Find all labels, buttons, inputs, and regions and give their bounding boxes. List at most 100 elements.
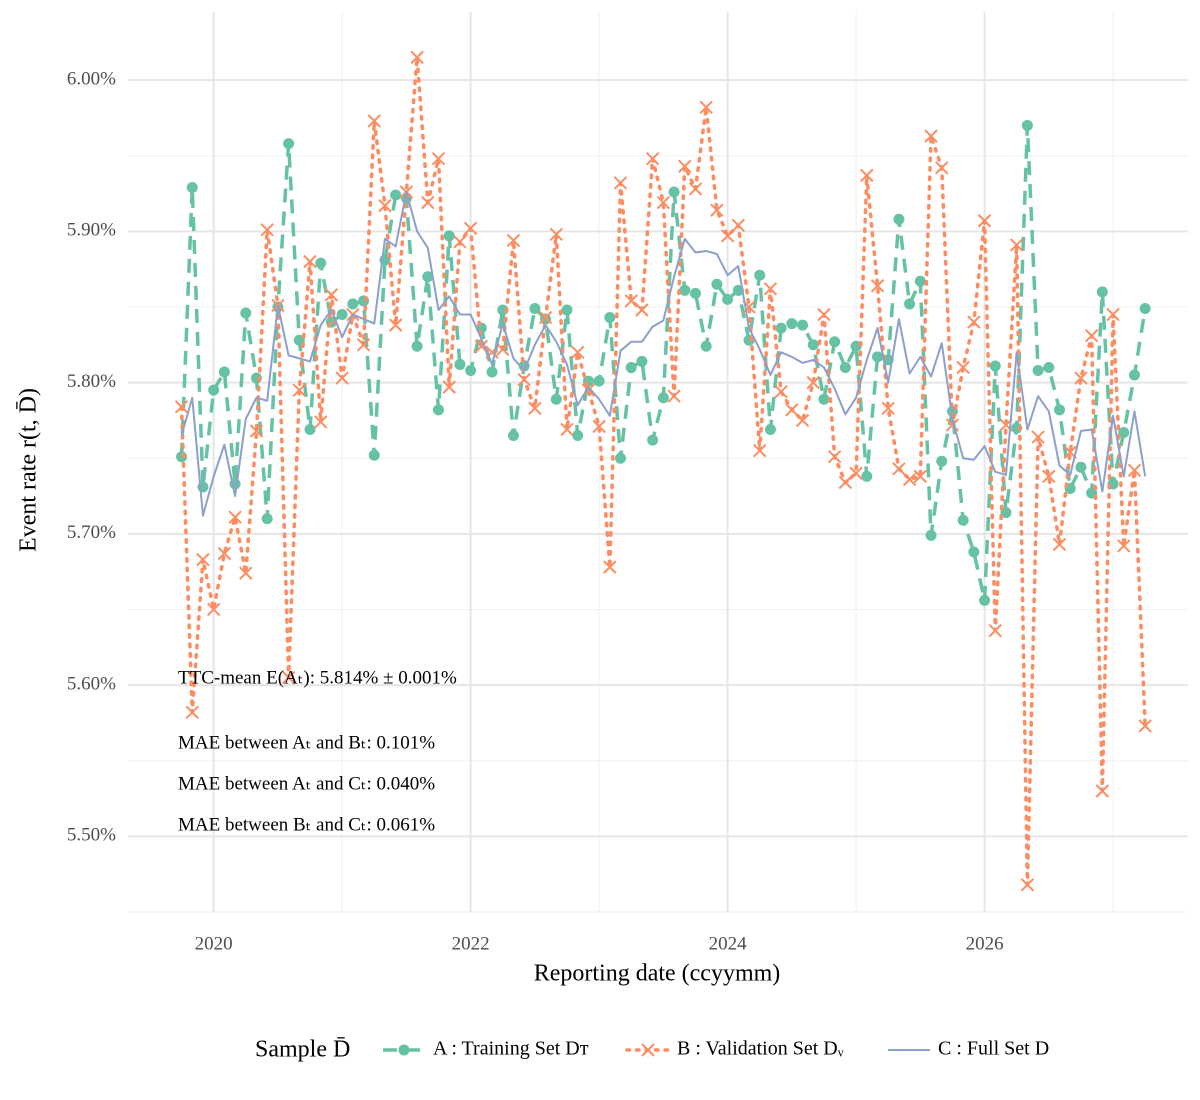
point xyxy=(410,50,424,65)
point xyxy=(368,449,380,461)
point xyxy=(957,514,969,526)
point xyxy=(1021,119,1033,131)
x-tick-label: 2024 xyxy=(709,933,748,954)
point xyxy=(871,351,883,363)
point xyxy=(764,423,776,435)
point xyxy=(892,462,906,476)
point xyxy=(196,552,210,567)
point xyxy=(989,360,1001,372)
x-tick-label: 2020 xyxy=(195,933,233,954)
point xyxy=(431,152,446,166)
point xyxy=(604,312,616,324)
point xyxy=(924,129,938,143)
point xyxy=(570,345,585,360)
point xyxy=(914,275,926,287)
point xyxy=(785,403,799,417)
point xyxy=(422,271,434,283)
point xyxy=(1106,307,1120,322)
legend-label: C : Full Set D xyxy=(938,1038,1049,1060)
point xyxy=(668,186,680,198)
point xyxy=(1084,328,1099,343)
point xyxy=(303,254,317,269)
point xyxy=(720,229,735,243)
point xyxy=(1117,539,1131,553)
point xyxy=(1075,461,1087,473)
point xyxy=(935,161,949,175)
point xyxy=(592,419,606,434)
point xyxy=(421,195,435,210)
point xyxy=(861,470,873,482)
y-tick-label: 5.70% xyxy=(67,522,116,543)
point xyxy=(442,380,456,394)
point xyxy=(613,176,628,190)
point xyxy=(1020,878,1035,892)
point xyxy=(603,560,617,574)
point xyxy=(1043,361,1055,373)
point xyxy=(507,430,519,442)
point xyxy=(795,413,810,428)
point xyxy=(208,384,220,396)
point xyxy=(893,213,905,225)
point xyxy=(411,340,423,352)
point xyxy=(433,404,445,416)
point xyxy=(398,1044,410,1056)
point xyxy=(870,279,885,293)
point xyxy=(249,424,264,438)
point xyxy=(550,393,562,405)
point xyxy=(945,418,960,432)
point xyxy=(689,287,701,299)
annotation: MAE between Bₜ and Cₜ: 0.061% xyxy=(178,814,435,835)
y-tick-label: 5.60% xyxy=(67,673,116,694)
point xyxy=(829,336,841,348)
point xyxy=(679,284,691,296)
point xyxy=(217,546,232,561)
point xyxy=(1127,463,1142,478)
point xyxy=(1054,404,1066,416)
point xyxy=(1000,507,1012,519)
point xyxy=(324,288,339,302)
point xyxy=(913,469,928,484)
point xyxy=(775,322,787,334)
point xyxy=(228,510,242,524)
point xyxy=(281,670,296,685)
point xyxy=(1032,364,1044,376)
point xyxy=(818,393,830,405)
point xyxy=(699,100,713,115)
point xyxy=(1009,238,1024,252)
point xyxy=(453,235,467,249)
point xyxy=(336,309,348,321)
point xyxy=(615,452,627,464)
point xyxy=(496,342,510,357)
point xyxy=(260,223,274,237)
point xyxy=(731,218,746,232)
point xyxy=(979,594,991,606)
point xyxy=(645,152,660,166)
point xyxy=(304,423,316,435)
point xyxy=(239,566,253,580)
point xyxy=(763,282,778,296)
point xyxy=(754,269,766,281)
point xyxy=(624,294,638,308)
point xyxy=(529,302,541,314)
point xyxy=(560,422,574,437)
point xyxy=(186,181,198,193)
point xyxy=(797,319,809,331)
point xyxy=(904,298,916,310)
point xyxy=(967,315,981,329)
point xyxy=(388,318,403,332)
point xyxy=(176,451,188,463)
grid xyxy=(128,12,1188,913)
point xyxy=(538,310,553,325)
point xyxy=(463,221,478,236)
point xyxy=(1096,286,1108,298)
point xyxy=(710,203,724,217)
point xyxy=(1128,369,1140,381)
point xyxy=(443,230,455,242)
point xyxy=(335,371,349,385)
point xyxy=(635,303,649,317)
point xyxy=(218,366,230,378)
legend-title: Sample D̄ xyxy=(255,1037,350,1063)
point xyxy=(881,401,895,416)
point xyxy=(517,372,531,387)
point xyxy=(849,466,863,481)
